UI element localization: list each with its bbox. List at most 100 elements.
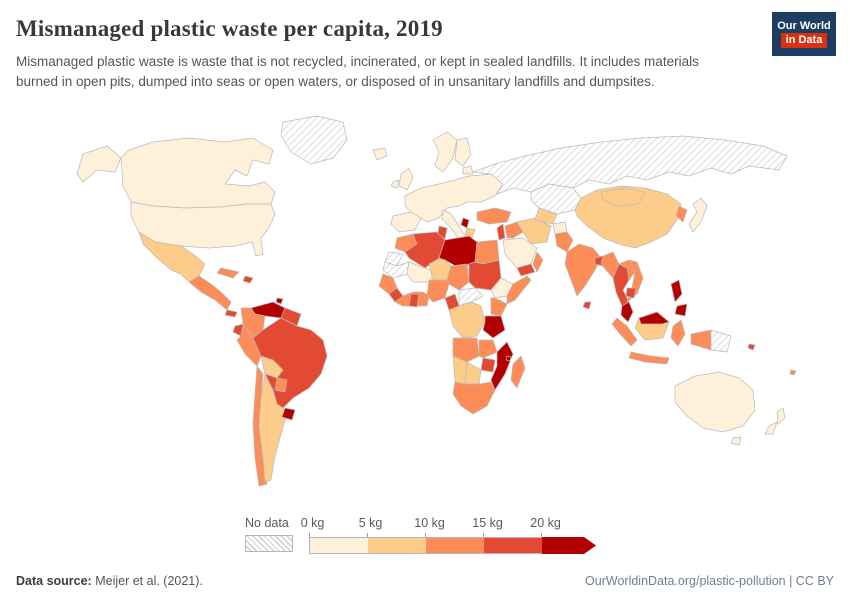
legend-tick-20kg: 20 kg <box>530 516 561 530</box>
country-papua-new-guinea[interactable] <box>710 329 732 353</box>
country-europe-mainland[interactable] <box>404 173 504 223</box>
country-japan[interactable] <box>688 197 708 233</box>
legend-tickmark <box>309 533 310 537</box>
country-zambia[interactable] <box>478 339 498 359</box>
country-iceland[interactable] <box>372 147 388 161</box>
country-uruguay[interactable] <box>281 407 296 421</box>
country-spain-portugal[interactable] <box>390 211 422 233</box>
country-finland[interactable] <box>454 137 472 167</box>
country-peru[interactable] <box>236 323 262 367</box>
country-canada[interactable] <box>120 137 276 209</box>
country-sumatra[interactable] <box>611 317 638 347</box>
country-tanzania[interactable] <box>482 315 506 339</box>
country-australia[interactable] <box>674 371 756 433</box>
country-zimbabwe[interactable] <box>480 357 496 373</box>
legend-tick-5kg: 5 kg <box>358 516 383 530</box>
country-china[interactable] <box>574 185 682 249</box>
country-turkey[interactable] <box>476 207 512 225</box>
country-malaysia[interactable] <box>620 301 634 323</box>
country-argentina[interactable] <box>258 373 288 483</box>
page-title: Mismanaged plastic waste per capita, 201… <box>16 16 443 41</box>
country-sulawesi[interactable] <box>670 319 686 347</box>
chart-footer: Data source: Meijer et al. (2021). OurWo… <box>16 574 834 588</box>
country-laos[interactable] <box>618 259 636 281</box>
country-tasmania[interactable] <box>730 436 742 446</box>
country-fiji[interactable] <box>789 369 797 376</box>
country-oman[interactable] <box>532 251 544 273</box>
country-sri-lanka[interactable] <box>582 301 592 310</box>
country-india[interactable] <box>564 243 602 297</box>
country-korea[interactable] <box>675 205 688 223</box>
country-tunisia[interactable] <box>437 225 448 240</box>
country-hispaniola[interactable] <box>242 275 254 284</box>
owid-logo-line2: in Data <box>780 33 828 49</box>
country-ireland[interactable] <box>390 179 400 189</box>
country-baltics[interactable] <box>462 165 474 175</box>
country-central-african-republic[interactable] <box>458 287 484 307</box>
data-source-label: Data source: <box>16 574 92 588</box>
country-philippines-luzon[interactable] <box>670 279 683 303</box>
country-java[interactable] <box>628 351 670 365</box>
legend-bin-10-15[interactable] <box>426 537 484 554</box>
legend-bin-15-20[interactable] <box>484 537 542 554</box>
country-solomon-islands[interactable] <box>747 343 756 351</box>
country-yemen[interactable] <box>516 263 536 277</box>
legend-bin-0-5[interactable] <box>309 537 368 554</box>
legend-color-bar: 0 kg 5 kg 10 kg 15 kg 20 kg <box>301 516 609 556</box>
legend-no-data-label: No data <box>245 516 289 530</box>
country-mozambique[interactable] <box>490 341 514 391</box>
country-central-america[interactable] <box>188 275 232 311</box>
country-malaysia-borneo[interactable] <box>638 311 670 325</box>
country-pakistan[interactable] <box>554 231 574 253</box>
data-source-text: Meijer et al. (2021). <box>91 574 203 588</box>
data-source: Data source: Meijer et al. (2021). <box>16 574 203 588</box>
country-albania-montenegro[interactable] <box>460 217 470 229</box>
country-papua-indonesia[interactable] <box>690 329 712 351</box>
country-new-zealand-south[interactable] <box>764 421 778 435</box>
country-chile[interactable] <box>252 365 268 487</box>
country-bolivia[interactable] <box>260 355 284 379</box>
country-new-zealand-north[interactable] <box>776 407 786 425</box>
country-south-africa[interactable] <box>452 381 496 415</box>
country-kenya[interactable] <box>490 297 508 317</box>
owid-credit-link[interactable]: OurWorldinData.org/plastic-pollution | C… <box>585 574 834 588</box>
legend-tickmark <box>425 533 426 537</box>
country-philippines-mindanao[interactable] <box>674 303 688 317</box>
country-levant[interactable] <box>496 223 506 241</box>
country-mongolia[interactable] <box>600 187 646 207</box>
country-trinidad[interactable] <box>275 297 284 305</box>
country-greenland[interactable] <box>280 115 348 165</box>
country-nigeria[interactable] <box>426 279 450 303</box>
country-iraq[interactable] <box>504 221 524 239</box>
legend-bin-5-10[interactable] <box>368 537 426 554</box>
country-paraguay[interactable] <box>274 377 288 393</box>
country-chad[interactable] <box>446 263 470 291</box>
legend-bin-20-plus-arrow[interactable] <box>542 537 596 554</box>
country-egypt[interactable] <box>474 239 500 265</box>
map-legend: No data 0 kg 5 kg 10 kg 15 kg 20 kg <box>245 516 609 556</box>
legend-tickmark <box>541 533 542 537</box>
owid-logo[interactable]: Our World in Data <box>772 12 836 56</box>
country-norway-sweden[interactable] <box>432 131 458 173</box>
world-map <box>76 115 797 487</box>
country-comoros[interactable] <box>505 355 512 362</box>
country-somalia[interactable] <box>506 275 532 305</box>
chart-subtitle: Mismanaged plastic waste is waste that i… <box>16 54 699 90</box>
country-alaska[interactable] <box>76 145 122 183</box>
country-ethiopia[interactable] <box>490 277 514 299</box>
legend-no-data-swatch[interactable] <box>245 535 293 552</box>
country-iran[interactable] <box>516 217 552 245</box>
country-russia[interactable] <box>472 135 788 195</box>
country-ghana[interactable] <box>408 293 420 308</box>
legend-no-data: No data <box>245 516 295 552</box>
country-cuba[interactable] <box>216 267 240 279</box>
country-united-kingdom[interactable] <box>398 167 414 191</box>
country-madagascar[interactable] <box>510 355 526 389</box>
country-cambodia[interactable] <box>625 287 637 299</box>
country-botswana[interactable] <box>464 361 482 385</box>
legend-tickmark <box>367 533 368 537</box>
country-panama[interactable] <box>224 309 238 318</box>
owid-logo-line1: Our World <box>777 19 831 32</box>
legend-tick-15kg: 15 kg <box>472 516 503 530</box>
